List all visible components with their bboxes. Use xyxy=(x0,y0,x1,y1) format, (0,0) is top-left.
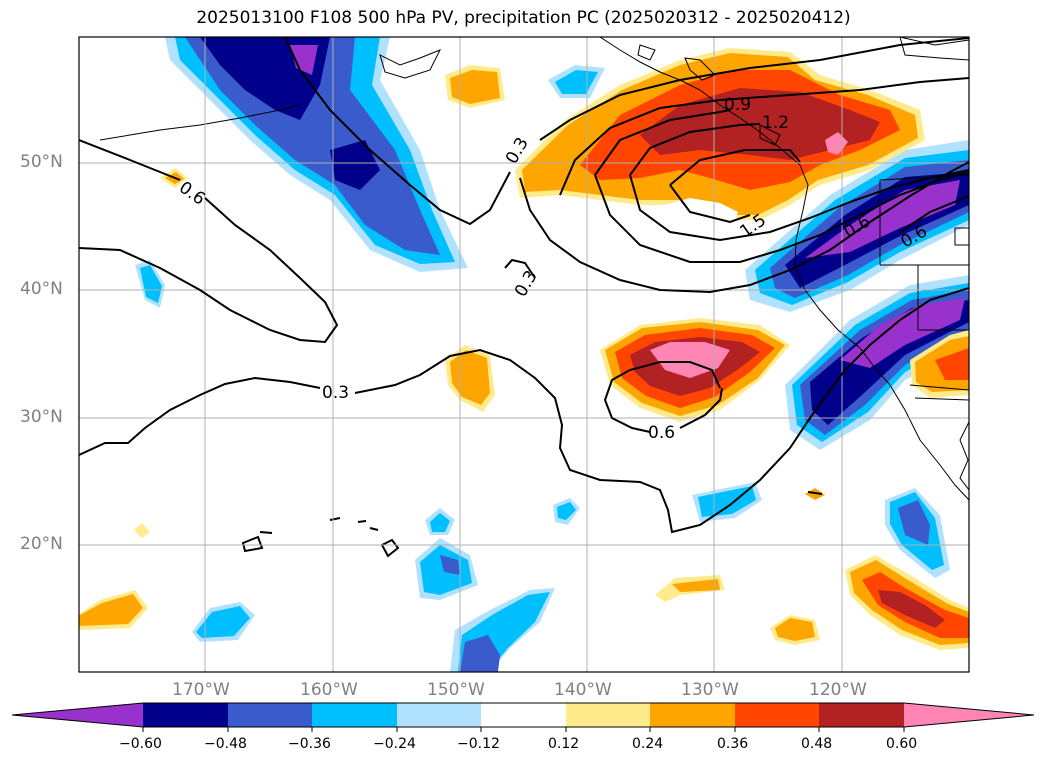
colorbar-tick-label: −0.36 xyxy=(288,736,331,752)
colorbar-tick-label: 0.24 xyxy=(632,736,664,752)
colorbar-tick-label: −0.48 xyxy=(204,736,247,752)
lat-label: 40°N xyxy=(20,279,63,299)
lat-label: 50°N xyxy=(20,152,63,172)
lat-label: 20°N xyxy=(20,534,63,554)
contour-label: 0.9 xyxy=(724,95,751,115)
map-frame xyxy=(78,36,970,673)
colorbar-segment xyxy=(566,703,650,727)
hawaii-islands xyxy=(241,491,823,558)
colorbar-extend-high xyxy=(904,703,1034,727)
colorbar-segment xyxy=(143,703,228,727)
lat-label: 30°N xyxy=(20,407,63,427)
colorbar xyxy=(11,702,1035,732)
lon-label: 170°W xyxy=(172,680,230,700)
colorbar-segment xyxy=(228,703,312,727)
pv-contours xyxy=(79,37,969,534)
lon-label: 130°W xyxy=(681,680,739,700)
colorbar-tick-label: 0.48 xyxy=(801,736,833,752)
contour-label: 0.6 xyxy=(648,423,675,443)
colorbar-segment xyxy=(650,703,735,727)
colorbar-tick-label: 0.60 xyxy=(886,736,918,752)
lon-label: 160°W xyxy=(300,680,358,700)
colorbar-segment xyxy=(312,703,397,727)
colorbar-tick-label: −0.60 xyxy=(119,736,162,752)
colorbar-tick-label: −0.24 xyxy=(373,736,416,752)
colorbar-tick-label: −0.12 xyxy=(457,736,500,752)
lon-label: 150°W xyxy=(427,680,485,700)
colorbar-segment xyxy=(481,703,566,727)
colorbar-segment xyxy=(397,703,481,727)
colorbar-extend-low xyxy=(12,703,143,727)
contour-label: 0.3 xyxy=(322,383,349,403)
colorbar-segment xyxy=(819,703,904,727)
colorbar-tick-label: 0.36 xyxy=(717,736,749,752)
colorbar-tick-label: 0.12 xyxy=(548,736,580,752)
gridlines xyxy=(79,37,969,672)
contour-label: 1.2 xyxy=(762,113,789,133)
lon-label: 120°W xyxy=(809,680,867,700)
map-title: 2025013100 F108 500 hPa PV, precipitatio… xyxy=(196,8,851,28)
colorbar-segment xyxy=(735,703,819,727)
lon-label: 140°W xyxy=(554,680,612,700)
coastlines xyxy=(99,37,969,501)
